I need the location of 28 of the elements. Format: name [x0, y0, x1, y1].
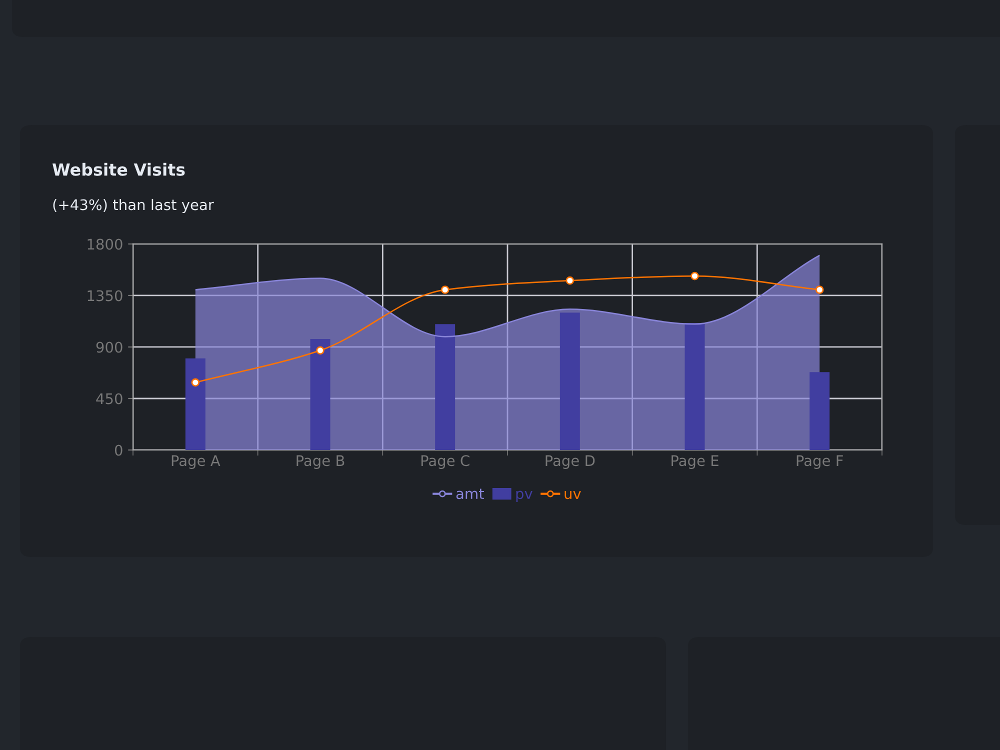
y-tick-label: 900	[96, 342, 122, 353]
bar	[810, 372, 830, 450]
point	[440, 286, 450, 294]
chart-title: Website Visits	[52, 162, 185, 176]
point	[316, 346, 324, 355]
x-tick-label: Page B	[296, 455, 344, 469]
point	[690, 272, 699, 280]
x-tick-label: Page D	[546, 455, 595, 469]
y-tick-label: 0	[114, 444, 122, 456]
y-tick-label: 450	[96, 393, 122, 404]
point	[566, 276, 574, 285]
bar	[310, 338, 330, 450]
legend-label: uv	[564, 490, 581, 500]
bar	[684, 322, 705, 450]
legend-label: amt	[456, 488, 484, 500]
bar	[435, 324, 456, 450]
x-tick-label: Page F	[796, 455, 843, 469]
x-tick-label: Page E	[672, 455, 718, 469]
point	[191, 378, 200, 387]
point	[815, 286, 824, 294]
legend-label: pv	[516, 490, 532, 502]
x-tick-label: Page C	[421, 455, 470, 469]
x-tick-label: Page A	[172, 455, 220, 469]
y-tick-label: 1350	[88, 290, 122, 302]
bar	[560, 312, 580, 450]
chart-subtitle: (+43%) than last year	[53, 198, 214, 214]
y-tick-label: 1800	[88, 238, 122, 250]
bar	[185, 358, 206, 450]
